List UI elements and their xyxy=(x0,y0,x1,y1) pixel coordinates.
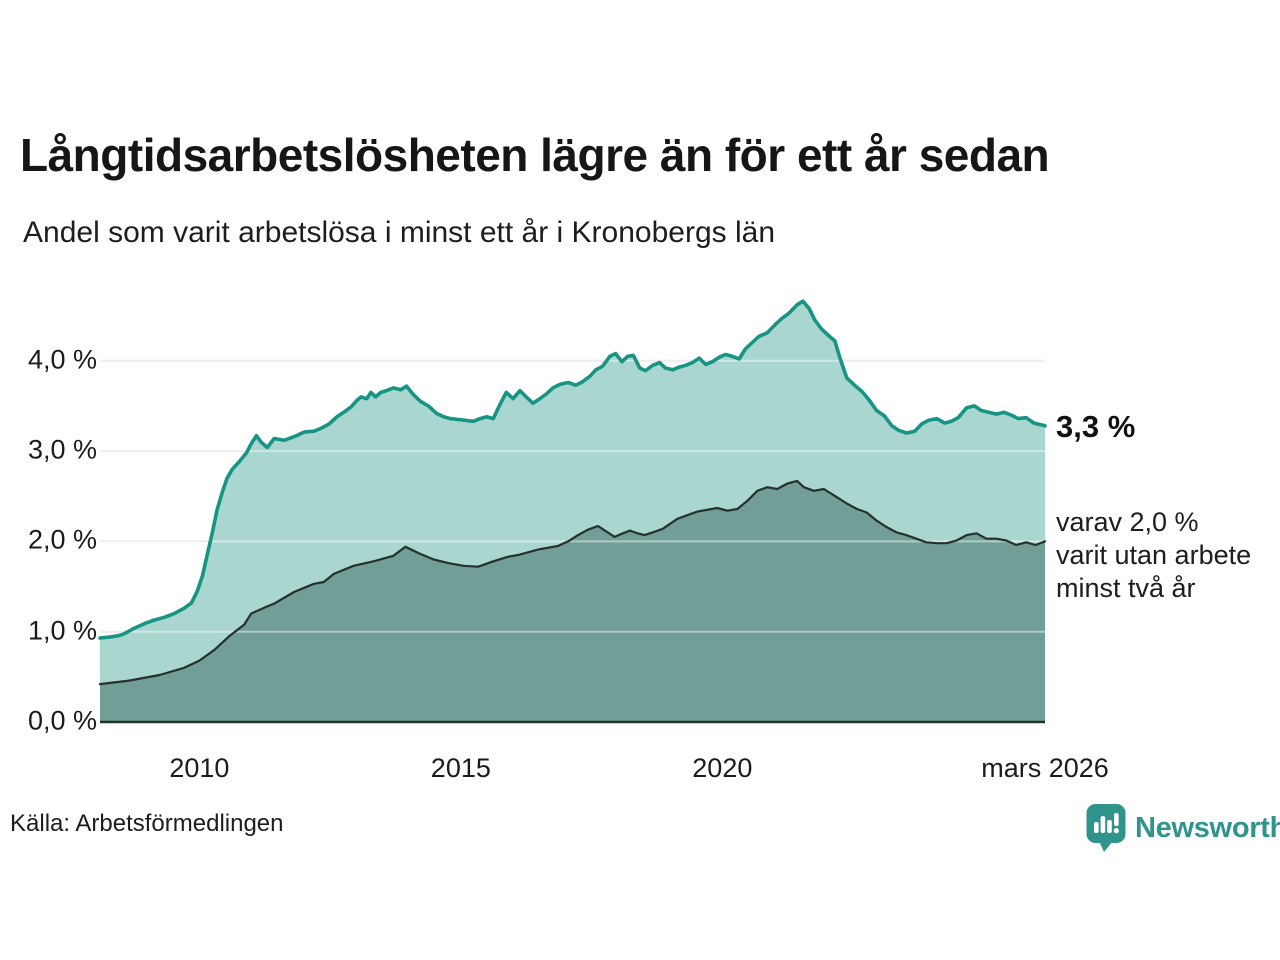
page-title: Långtidsarbetslösheten lägre än för ett … xyxy=(20,129,1050,181)
secondary-value-label: varav 2,0 % varit utan arbete minst två … xyxy=(1056,507,1252,603)
newsworthy-logo-icon xyxy=(1086,803,1126,853)
source-attribution: Källa: Arbetsförmedlingen xyxy=(10,810,284,837)
y-tick-label: 0,0 % xyxy=(27,705,97,736)
newsworthy-brand: Newsworthy xyxy=(1086,803,1280,853)
x-tick-label: 2015 xyxy=(430,753,491,783)
x-tick-label: mars 2026 xyxy=(981,753,1109,783)
area-minst-tva-ar xyxy=(100,480,1045,722)
latest-value-label: 3,3 % xyxy=(1056,409,1136,444)
newsworthy-wordmark: Newsworthy xyxy=(1135,811,1280,844)
line-minst-tva-ar xyxy=(98,479,1047,686)
y-tick-label: 1,0 % xyxy=(27,614,97,645)
y-tick-label: 2,0 % xyxy=(27,524,97,555)
page-subtitle: Andel som varit arbetslösa i minst ett å… xyxy=(23,216,776,249)
y-tick-label: 3,0 % xyxy=(27,434,97,465)
line-minst-ett-ar xyxy=(98,299,1047,640)
x-tick-label: 2020 xyxy=(692,753,753,783)
x-tick-label: 2010 xyxy=(169,753,230,783)
y-tick-label: 4,0 % xyxy=(27,344,97,375)
